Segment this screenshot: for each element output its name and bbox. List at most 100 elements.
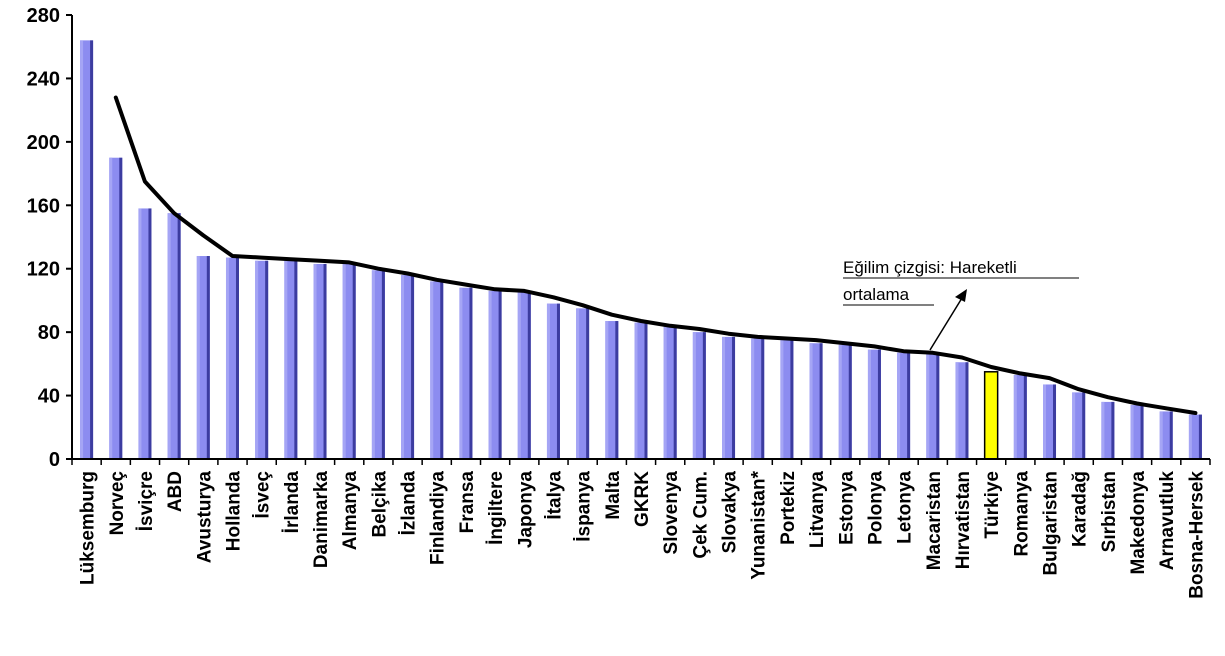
bar — [926, 354, 940, 459]
bar-shade-dark — [148, 208, 152, 459]
bar-shade-light — [780, 340, 784, 459]
bar-shade-light — [313, 263, 317, 459]
bar — [663, 325, 677, 459]
bar-fill — [1013, 374, 1027, 459]
bar-shade-dark — [1082, 392, 1086, 459]
bar — [751, 338, 765, 459]
bar-shade-dark — [848, 344, 852, 459]
x-tick-label: İzlanda — [399, 471, 420, 536]
bar-shade-light — [838, 344, 842, 459]
bar-shade-light — [634, 322, 638, 459]
bar-shade-dark — [936, 354, 940, 459]
bar-shade-dark — [615, 321, 619, 459]
x-tick-label: Yunanistan* — [749, 470, 770, 579]
bar — [459, 287, 473, 459]
x-tick-label: Malta — [603, 471, 624, 520]
bar-shade-light — [255, 260, 259, 459]
bar-fill — [867, 349, 881, 459]
bar-highlighted — [983, 371, 999, 460]
bar — [1101, 401, 1115, 459]
x-tick-label: Almanya — [340, 471, 361, 551]
bar-shade-dark — [119, 157, 123, 459]
x-tick-label: Portekiz — [778, 471, 799, 545]
bar-shade-dark — [1169, 411, 1173, 459]
trend-line — [113, 95, 1198, 415]
bar — [109, 157, 123, 459]
trend-line-group — [113, 95, 1198, 415]
bars — [80, 40, 1202, 460]
bar — [692, 332, 706, 459]
bar — [1043, 384, 1057, 459]
x-tick-label: İspanya — [574, 471, 595, 542]
x-tick-label: Slovenya — [661, 471, 682, 555]
bar-shade-light — [926, 354, 930, 459]
bar-shade-dark — [206, 256, 210, 459]
x-tick-label: Finlandiya — [428, 471, 449, 565]
bar-fill — [459, 287, 473, 459]
bar-fill — [196, 256, 210, 459]
bar-shade-light — [663, 325, 667, 459]
bar-shade-light — [371, 270, 375, 459]
bar-fill — [955, 362, 969, 459]
y-tick-label: 0 — [49, 449, 60, 471]
y-tick-label: 120 — [27, 259, 60, 281]
x-tick-label: Danimarka — [311, 471, 332, 569]
annotation: Eğilim çizgisi: Hareketli ortalama — [843, 258, 1079, 351]
bar — [401, 275, 415, 459]
bar-fill — [1130, 405, 1144, 459]
y-tick-label: 160 — [27, 195, 60, 217]
bar — [897, 352, 911, 459]
bar-shade-light — [284, 260, 288, 459]
x-tick-label: Arnavutluk — [1157, 471, 1178, 571]
x-tick-label: GKRK — [632, 471, 653, 527]
bar — [576, 308, 590, 459]
bar-shade-dark — [90, 40, 94, 459]
bar — [313, 263, 327, 459]
bar-shade-dark — [702, 332, 706, 459]
bar — [1013, 374, 1027, 459]
bar-shade-dark — [644, 322, 648, 459]
bar — [196, 256, 210, 459]
bar — [546, 303, 560, 459]
bar-shade-dark — [1111, 401, 1115, 459]
bar-fill — [780, 340, 794, 459]
bar-shade-dark — [1023, 374, 1027, 459]
bar-shade-light — [1013, 374, 1017, 459]
bar-fill — [722, 336, 736, 459]
bar-shade-light — [138, 208, 142, 459]
bar-shade-light — [692, 332, 696, 459]
bar-shade-dark — [586, 308, 590, 459]
bar-shade-light — [546, 303, 550, 459]
bar — [1188, 414, 1202, 459]
bar-shade-dark — [1140, 405, 1144, 459]
bar-shade-dark — [352, 263, 356, 459]
bar-fill — [1101, 401, 1115, 459]
y-tick-label: 280 — [27, 5, 60, 27]
bar-fill — [80, 40, 94, 459]
bar — [430, 281, 444, 459]
x-tick-label: Sırbistan — [1099, 471, 1120, 552]
bar-shade-light — [1130, 405, 1134, 459]
bar-shade-dark — [556, 303, 560, 459]
bar-fill — [313, 263, 327, 459]
bar-fill — [576, 308, 590, 459]
bar-shade-dark — [790, 340, 794, 459]
bar-shade-light — [722, 336, 726, 459]
bar — [1130, 405, 1144, 459]
x-tick-label: Norveç — [107, 471, 128, 536]
bar-fill — [109, 157, 123, 459]
x-tick-label: Estonya — [836, 471, 857, 545]
bar-shade-light — [80, 40, 84, 459]
x-tick-label: Romanya — [1011, 471, 1032, 557]
annotation-arrow-head — [955, 289, 967, 302]
bar — [488, 290, 502, 459]
bar — [138, 208, 152, 459]
bar-shade-dark — [965, 362, 969, 459]
bar-shade-dark — [907, 352, 911, 459]
bar-fill — [255, 260, 269, 459]
x-tick-label: Polonya — [865, 471, 886, 545]
bar-fill — [809, 343, 823, 459]
bar — [1072, 392, 1086, 459]
bar-shade-light — [867, 349, 871, 459]
